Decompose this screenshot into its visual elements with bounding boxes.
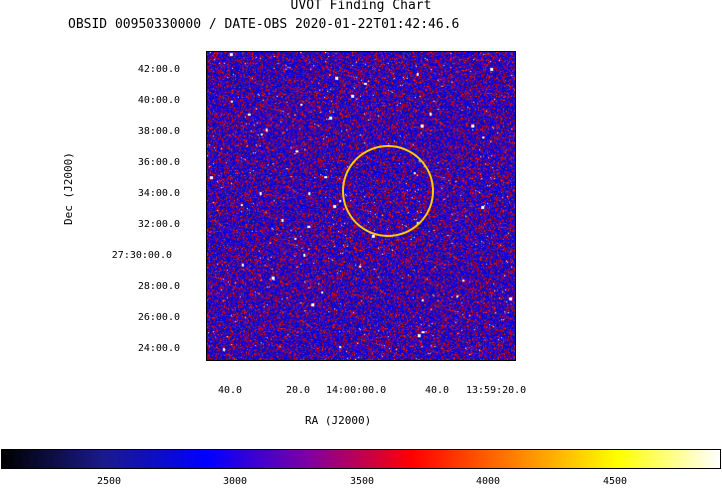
- x-axis-label: RA (J2000): [305, 414, 372, 427]
- ra-tick-label: 13:59:20.0: [466, 385, 527, 396]
- chart-subtitle: OBSID 00950330000 / DATE-OBS 2020-01-22T…: [68, 17, 460, 32]
- colorbar-tick-label: 4500: [603, 476, 628, 487]
- dec-tick-label: 42:00.0: [137, 64, 180, 75]
- dec-tick-label: 34:00.0: [137, 188, 180, 199]
- ra-tick-label: 40.0: [218, 385, 243, 396]
- chart-title: UVOT Finding Chart: [290, 0, 432, 13]
- colorbar-tick-label: 2500: [97, 476, 122, 487]
- ra-tick-label: 20.0: [286, 385, 311, 396]
- dec-tick-label: 27:30:00.0: [111, 250, 172, 261]
- colorbar-tick-label: 4000: [476, 476, 501, 487]
- dec-tick-label: 24:00.0: [137, 343, 180, 354]
- dec-tick-label: 40:00.0: [137, 95, 180, 106]
- ra-tick-label: 40.0: [425, 385, 450, 396]
- dec-tick-label: 38:00.0: [137, 126, 180, 137]
- y-axis-label: Dec (J2000): [62, 152, 75, 225]
- dec-tick-label: 28:00.0: [137, 281, 180, 292]
- dec-tick-label: 26:00.0: [137, 312, 180, 323]
- colorbar-tick-label: 3500: [350, 476, 375, 487]
- ra-tick-label: 14:00:00.0: [326, 385, 387, 396]
- colorbar-tick-label: 3000: [223, 476, 248, 487]
- dec-tick-label: 32:00.0: [137, 219, 180, 230]
- source-region-circle: [342, 145, 434, 237]
- dec-tick-label: 36:00.0: [137, 157, 180, 168]
- colorbar: [1, 449, 721, 469]
